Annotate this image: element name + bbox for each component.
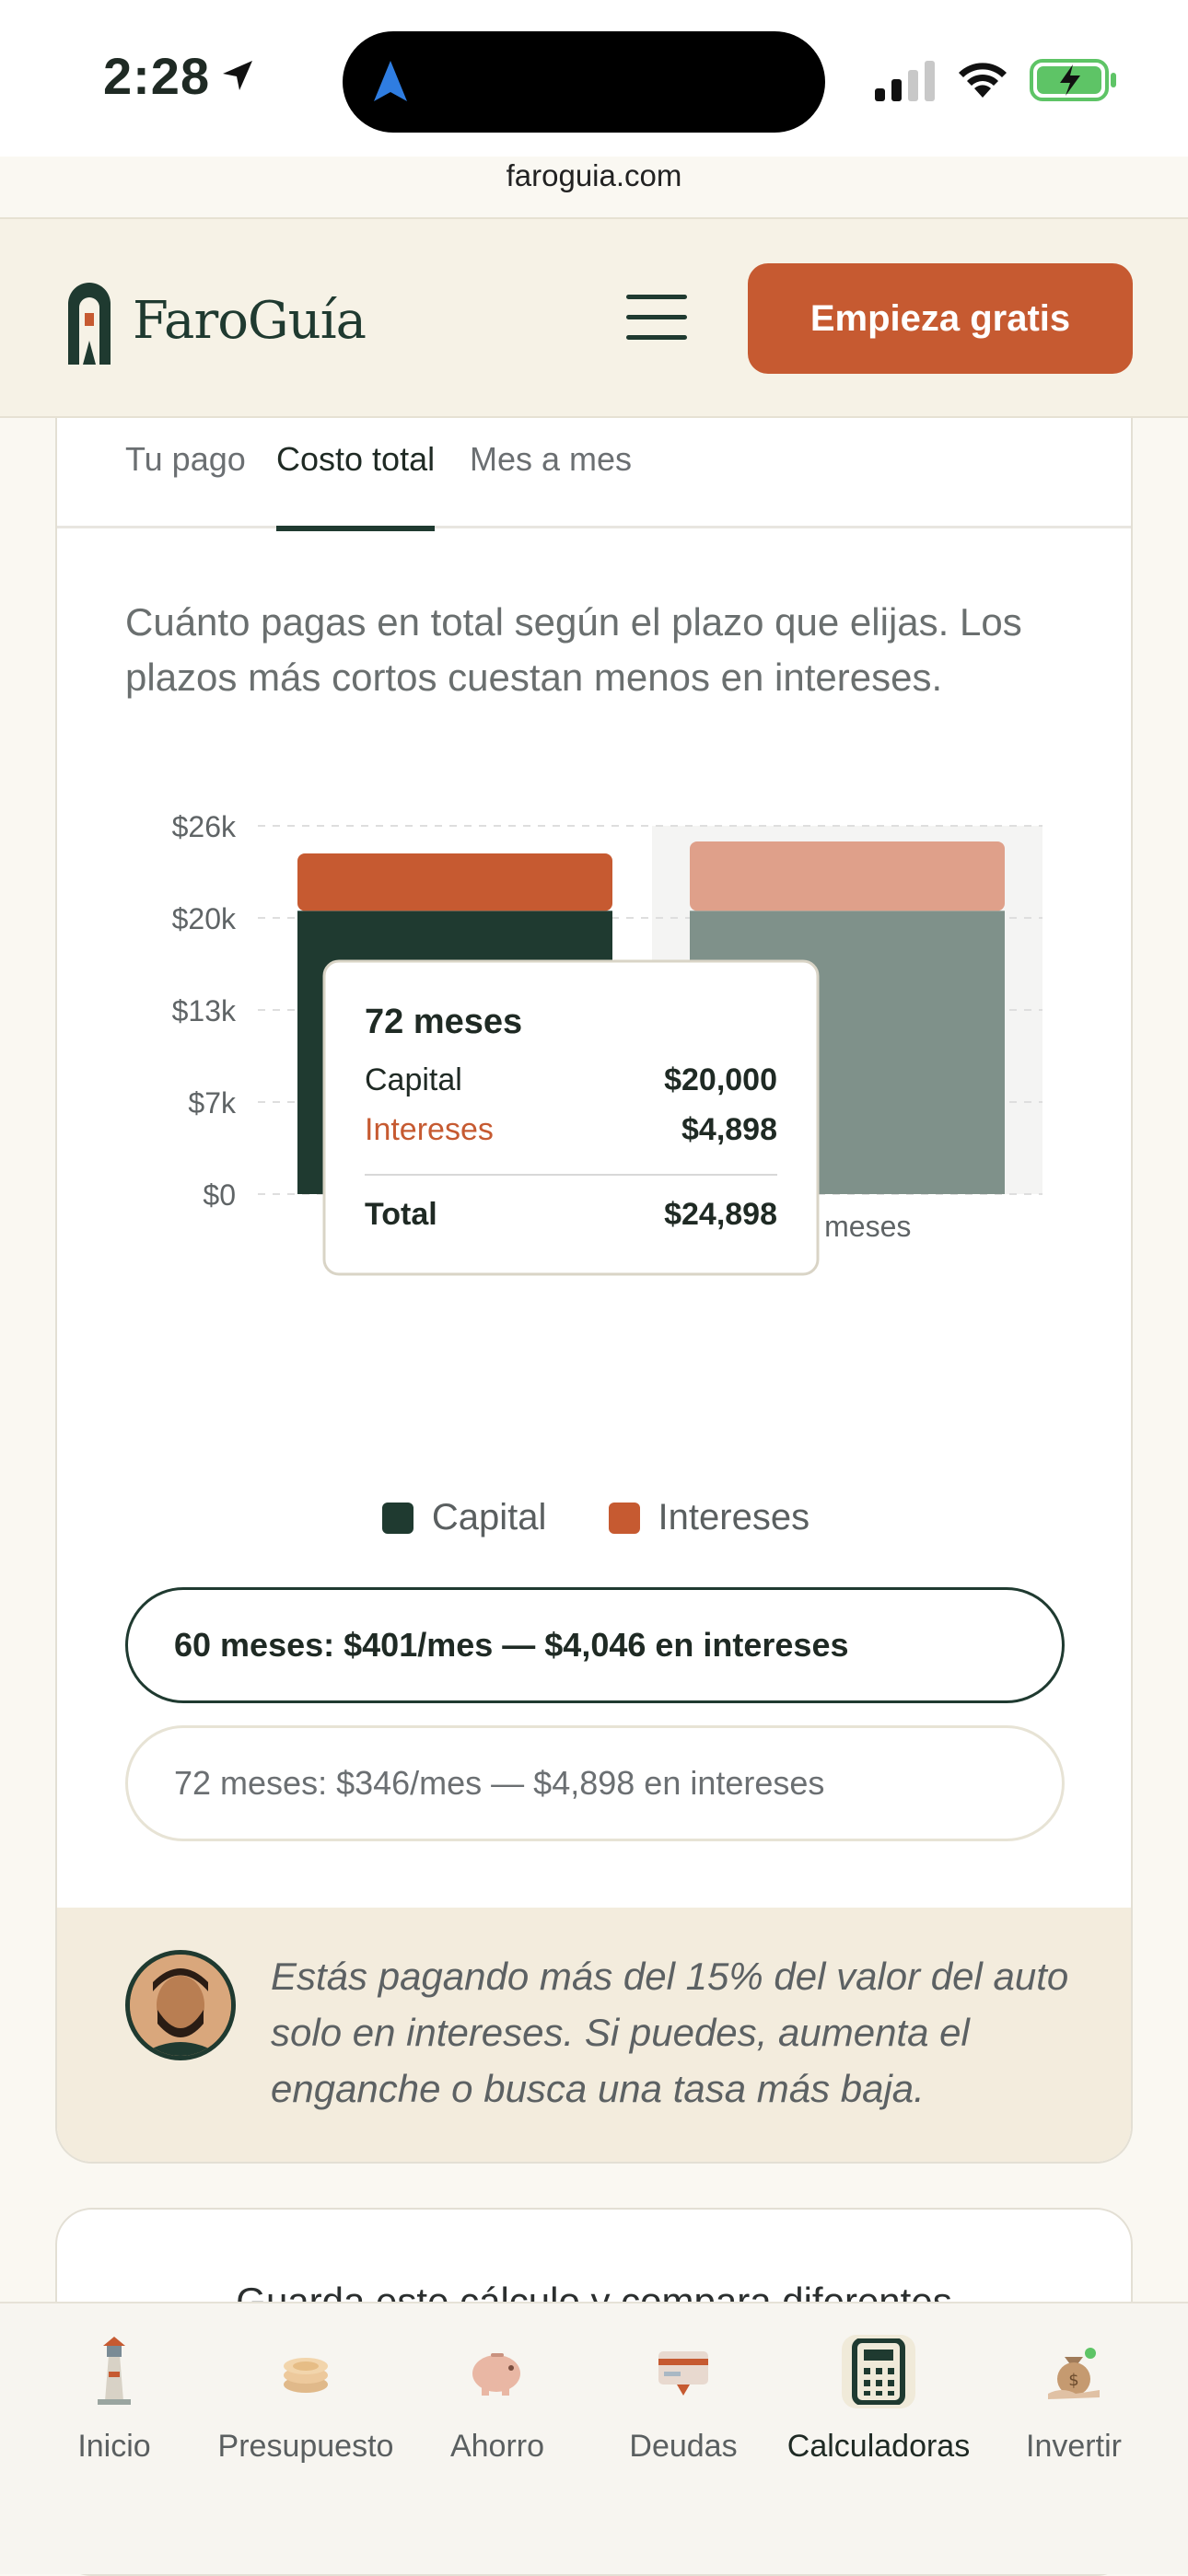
piggy-bank-icon — [460, 2335, 534, 2408]
brand-logo-text[interactable]: FaroGuía — [133, 291, 367, 351]
tooltip-title: 72 meses — [365, 1003, 522, 1041]
start-free-button[interactable]: Empieza gratis — [748, 263, 1133, 374]
address-bar-url[interactable]: faroguia.com — [506, 158, 682, 192]
legend-label-capital: Capital — [431, 1497, 547, 1537]
legend-swatch-capital — [381, 1502, 413, 1534]
chart-legend: Capital Intereses — [57, 1497, 1131, 1543]
coins-icon — [269, 2335, 343, 2408]
results-tabs: Tu pago Costo total Mes a mes — [57, 418, 1131, 531]
wifi-icon — [959, 63, 1007, 98]
chart-tooltip — [322, 959, 820, 1276]
tooltip-total-label: Total — [365, 1197, 437, 1232]
tab-tu-pago[interactable]: Tu pago — [125, 440, 246, 478]
nav-label-deudas: Deudas — [629, 2429, 738, 2464]
status-time: 2:28 — [103, 47, 211, 105]
nav-invertir[interactable]: $ Invertir — [973, 2335, 1175, 2465]
chart-description: Cuánto pagas en total según el plazo que… — [125, 600, 1022, 699]
svg-text:$: $ — [1068, 2371, 1078, 2390]
tab-mes-a-mes[interactable]: Mes a mes — [470, 440, 633, 478]
money-bag-icon: $ — [1037, 2335, 1111, 2408]
y-tick-label: $20k — [172, 902, 237, 935]
y-tick-label: $0 — [203, 1178, 236, 1212]
bar-intereses-72-meses — [690, 841, 1005, 911]
bottom-navigation: Inicio Presupuesto Ahorro Deudas Calcula… — [0, 2302, 1188, 2574]
advisor-tip: Estás pagando más del 15% del valor del … — [57, 1908, 1131, 2162]
credit-card-icon — [646, 2335, 720, 2408]
y-tick-label: $13k — [172, 994, 237, 1027]
nav-inicio[interactable]: Inicio — [13, 2335, 215, 2465]
tooltip-total-value: $24,898 — [664, 1197, 777, 1232]
legend-item-intereses: Intereses — [608, 1497, 810, 1538]
calculator-icon — [842, 2335, 915, 2408]
nav-ahorro[interactable]: Ahorro — [396, 2335, 599, 2465]
nav-label-presupuesto: Presupuesto — [217, 2429, 394, 2464]
nav-presupuesto[interactable]: Presupuesto — [204, 2335, 407, 2465]
nav-deudas[interactable]: Deudas — [582, 2335, 785, 2465]
advisor-tip-text: Estás pagando más del 15% del valor del … — [271, 1955, 1069, 2110]
y-tick-label: $7k — [188, 1086, 237, 1120]
lighthouse-icon — [77, 2335, 151, 2408]
legend-swatch-intereses — [608, 1502, 640, 1534]
y-tick-label: $26k — [172, 810, 237, 843]
tab-costo-total[interactable]: Costo total — [276, 440, 436, 531]
dynamic-island — [343, 31, 825, 133]
navigation-arrow-icon — [374, 61, 407, 101]
tooltip-capital-label: Capital — [365, 1062, 462, 1097]
advisor-avatar — [125, 1950, 236, 2060]
legend-item-capital: Capital — [381, 1497, 547, 1538]
cellular-signal-icon — [875, 61, 935, 101]
tooltip-capital-value: $20,000 — [664, 1062, 777, 1097]
hamburger-menu-icon[interactable] — [626, 295, 687, 344]
term-option-72[interactable]: 72 meses: $346/mes — $4,898 en intereses — [125, 1725, 1065, 1841]
nav-label-calculadoras: Calculadoras — [786, 2429, 971, 2464]
nav-label-ahorro: Ahorro — [449, 2429, 545, 2464]
term-option-60[interactable]: 60 meses: $401/mes — $4,046 en intereses — [125, 1587, 1065, 1703]
bar-intereses-60-meses — [297, 853, 612, 911]
site-header: FaroGuía Empieza gratis — [0, 217, 1188, 418]
nav-label-inicio: Inicio — [77, 2429, 151, 2464]
lighthouse-logo-icon[interactable] — [61, 276, 118, 365]
calculator-card: Tu pago Costo total Mes a mes Cuánto pag… — [55, 418, 1133, 2164]
tooltip-intereses-value: $4,898 — [681, 1112, 777, 1147]
nav-calculadoras[interactable]: Calculadoras — [777, 2335, 980, 2465]
legend-label-intereses: Intereses — [658, 1497, 810, 1537]
location-arrow-icon — [223, 61, 252, 90]
battery-charging-icon — [1030, 59, 1116, 101]
status-bar: 2:28 faroguia.com — [0, 0, 1188, 192]
nav-label-invertir: Invertir — [1026, 2429, 1122, 2464]
tooltip-intereses-label: Intereses — [365, 1112, 494, 1147]
